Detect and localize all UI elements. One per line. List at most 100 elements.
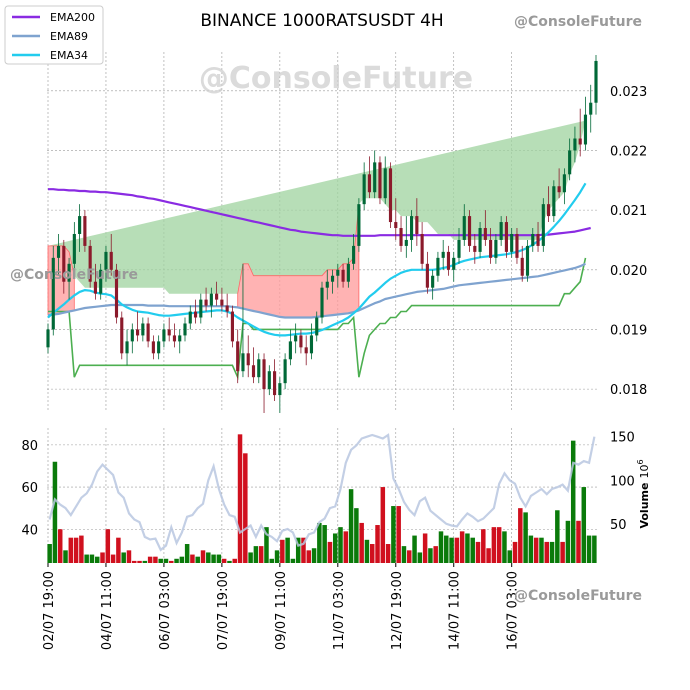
legend-label: EMA34 <box>50 49 88 62</box>
chart-title: BINANCE 1000RATSUSDT 4H <box>200 11 443 31</box>
volume-bar <box>518 508 523 563</box>
volume-bar <box>237 434 243 563</box>
volume-bar <box>338 527 343 563</box>
volume-bar <box>253 546 259 563</box>
price-tick-label: 0.023 <box>610 85 647 100</box>
volume-bar <box>94 556 100 563</box>
volume-ma-path <box>48 433 596 552</box>
candle-body <box>215 293 219 300</box>
volume-bar <box>449 537 454 563</box>
legend-label: EMA89 <box>50 30 88 43</box>
volume-bar <box>174 558 179 563</box>
volume-bar <box>401 546 407 563</box>
candle-body <box>99 269 103 294</box>
volume-bar <box>132 560 137 563</box>
candle-body <box>362 174 366 205</box>
candle-body <box>352 245 356 264</box>
volume-bar <box>544 541 550 563</box>
x-tick-labels: 02/07 19:00 04/07 11:00 06/07 03:00 07/07 1… <box>42 563 521 650</box>
x-tick-label: 02/07 19:00 <box>42 571 57 650</box>
candle-body <box>341 269 345 282</box>
candle-body <box>520 257 524 276</box>
volume-bar <box>459 531 465 563</box>
volume-bar <box>301 537 306 563</box>
candle-body <box>436 257 440 276</box>
volume-bar <box>507 550 512 563</box>
candle-body <box>336 269 340 276</box>
candle-body <box>262 359 266 390</box>
legend: EMA200 EMA89 EMA34 <box>4 5 104 65</box>
legend-label: EMA200 <box>50 11 95 24</box>
volume-bar <box>163 558 169 563</box>
volume-left-tick-label: 80 <box>21 439 38 454</box>
volume-axis-label-text: Volume <box>638 483 651 529</box>
volume-bar <box>211 554 216 563</box>
volume-bar <box>359 522 364 563</box>
volume-bar <box>126 550 132 563</box>
candle-body <box>525 245 530 276</box>
candle-body <box>183 323 187 336</box>
candle-body <box>220 299 224 306</box>
x-tick-label: 11/07 03:00 <box>332 571 347 650</box>
candle-body <box>378 162 382 199</box>
volume-bar <box>412 535 417 563</box>
candle-body <box>467 216 472 246</box>
volume-bar <box>243 453 248 563</box>
candle-body <box>457 239 461 258</box>
volume-bar <box>549 541 555 563</box>
volume-bar <box>512 541 518 563</box>
volume-bar <box>433 546 438 563</box>
volume-bar <box>539 537 544 563</box>
candle-body <box>499 222 503 240</box>
volume-bar <box>89 554 95 563</box>
candle-body <box>373 162 377 193</box>
price-tick-label: 0.020 <box>610 264 647 279</box>
volume-bar <box>523 512 528 563</box>
candle-body <box>510 233 514 252</box>
x-tick-label: 07/07 19:00 <box>216 571 231 650</box>
candle-body <box>209 293 213 306</box>
volume-bar <box>475 541 481 563</box>
band-fill-green <box>48 120 586 294</box>
candle-body <box>547 204 551 217</box>
candle-body <box>267 371 271 390</box>
volume-bar <box>206 552 211 563</box>
volume-bar <box>555 510 560 563</box>
price-tick-label: 0.018 <box>610 383 647 398</box>
candle-body <box>441 251 445 258</box>
volume-bar <box>586 535 592 563</box>
candle-body <box>315 317 319 336</box>
watermark-center: @ConsoleFuture <box>199 61 473 96</box>
candle-body <box>78 216 82 234</box>
x-tick-label: 16/07 03:00 <box>506 571 521 650</box>
candle-body <box>589 102 593 115</box>
volume-bar <box>195 556 200 563</box>
volume-bar <box>332 533 338 563</box>
x-tick-label: 09/07 11:00 <box>274 571 289 650</box>
candle-body <box>299 335 303 348</box>
volume-bar <box>444 535 449 563</box>
candle-body <box>278 383 282 396</box>
candle-body <box>578 138 582 145</box>
volume-bar <box>221 558 227 563</box>
volume-bar <box>280 539 285 563</box>
volume-bar <box>465 533 470 563</box>
candle-body <box>172 335 177 342</box>
watermark-bottom-right: @ConsoleFuture <box>514 588 642 604</box>
volume-bar <box>227 560 232 563</box>
candle-body <box>93 281 97 294</box>
candle-body <box>88 245 92 282</box>
candle-body <box>146 323 150 342</box>
volume-bar <box>269 558 275 563</box>
candle-body <box>141 323 145 336</box>
volume-bar <box>116 537 121 563</box>
volume-bar <box>496 527 502 563</box>
candle-body <box>130 329 134 342</box>
volume-bar <box>570 440 576 563</box>
volume-bar <box>407 550 412 563</box>
candle-body <box>51 257 55 330</box>
volume-bar <box>581 487 587 563</box>
candle-body <box>394 222 398 229</box>
volume-bar <box>560 541 565 563</box>
